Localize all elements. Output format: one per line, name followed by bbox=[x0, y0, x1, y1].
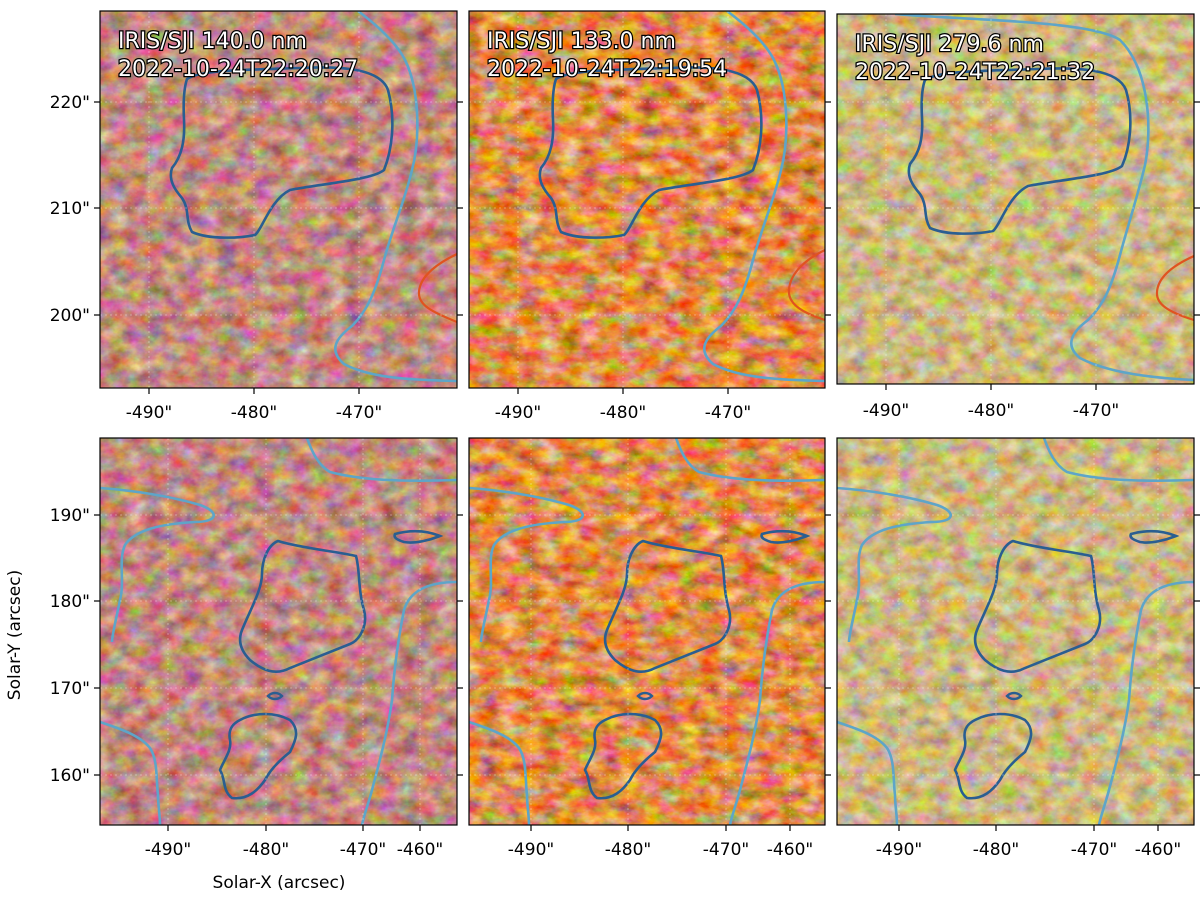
y-tick-label: 170" bbox=[50, 679, 90, 699]
x-tick-label: -470" bbox=[703, 840, 749, 860]
contours bbox=[469, 438, 825, 825]
x-tick-label: -480" bbox=[605, 840, 651, 860]
contours bbox=[100, 438, 457, 825]
contour-orange bbox=[1155, 254, 1194, 322]
contour-light-left bbox=[837, 486, 952, 643]
contour-light-right bbox=[360, 580, 457, 825]
contour-dark bbox=[907, 67, 1132, 235]
panel-title-line2: 2022-10-24T22:19:54 bbox=[487, 57, 727, 82]
x-tick-label: -480" bbox=[600, 403, 646, 423]
contour-orange bbox=[417, 253, 457, 324]
contour-light-right bbox=[1097, 580, 1194, 825]
solar-image bbox=[100, 438, 457, 825]
contour-light bbox=[894, 14, 1194, 382]
contours bbox=[837, 438, 1194, 825]
y-tick-label: 160" bbox=[50, 766, 90, 786]
x-tick-label: -470" bbox=[1071, 840, 1117, 860]
grid bbox=[837, 14, 1194, 384]
y-tick-label: 220" bbox=[50, 93, 90, 113]
contour-light-left bbox=[469, 486, 584, 643]
x-tick-label: -490" bbox=[126, 403, 172, 423]
tick-labels-top-row: -490" -480" -470" -490" -480" -470" -490… bbox=[50, 93, 1119, 423]
panel-title-line1: IRIS/SJI 133.0 nm bbox=[487, 29, 676, 54]
x-tick-label: -480" bbox=[231, 403, 277, 423]
solar-image bbox=[469, 438, 825, 825]
x-tick-label: -480" bbox=[973, 840, 1019, 860]
contour-dark-small-1 bbox=[1129, 529, 1180, 544]
contour-light-top bbox=[305, 438, 457, 483]
x-tick-label: -490" bbox=[863, 401, 909, 421]
panel-title-line1: IRIS/SJI 279.6 nm bbox=[855, 32, 1044, 57]
y-tick-label: 190" bbox=[50, 506, 90, 526]
contour-dark-bottom bbox=[953, 712, 1033, 800]
contour-dark-small-2 bbox=[266, 691, 284, 701]
panel-sji-1400-bottom bbox=[99, 437, 458, 826]
x-tick-label: -480" bbox=[243, 840, 289, 860]
contour-dark bbox=[538, 66, 763, 239]
x-tick-label: -460" bbox=[767, 840, 813, 860]
x-tick-label: -460" bbox=[397, 840, 443, 860]
x-tick-label: -490" bbox=[876, 840, 922, 860]
panel-sji-2796-top: IRIS/SJI 279.6 nm 2022-10-24T22:21:32 bbox=[836, 13, 1195, 385]
solar-image bbox=[837, 438, 1194, 825]
contour-light-bottom-left bbox=[469, 720, 531, 825]
contour-dark-small-2 bbox=[636, 691, 654, 701]
contour-light-top bbox=[1042, 438, 1194, 483]
contour-light bbox=[333, 11, 457, 383]
x-tick-label: -470" bbox=[1073, 401, 1119, 421]
panel-title-line1: IRIS/SJI 140.0 nm bbox=[118, 29, 307, 54]
contour-light-top bbox=[674, 438, 825, 483]
panel-sji-1330-bottom bbox=[468, 437, 826, 826]
x-tick-label: -460" bbox=[1135, 840, 1181, 860]
y-tick-label: 180" bbox=[50, 592, 90, 612]
x-tick-label: -490" bbox=[495, 403, 541, 423]
x-tick-label: -470" bbox=[340, 840, 386, 860]
contour-dark-small-1 bbox=[393, 529, 444, 544]
x-tick-label: -470" bbox=[705, 403, 751, 423]
tick-labels-bottom-row: -490" -480" -470" -460" -490" -480" -470… bbox=[50, 506, 1181, 860]
contour-dark bbox=[238, 539, 367, 673]
x-axis-label: Solar-X (arcsec) bbox=[213, 873, 346, 893]
x-tick-label: -490" bbox=[508, 840, 554, 860]
contour-light-bottom-left bbox=[837, 720, 899, 825]
contours bbox=[894, 14, 1194, 382]
panel-sji-1400-top: IRIS/SJI 140.0 nm 2022-10-24T22:20:27 bbox=[99, 10, 458, 389]
contour-light bbox=[702, 11, 825, 383]
x-tick-label: -480" bbox=[968, 401, 1014, 421]
contour-dark-small-1 bbox=[760, 529, 811, 544]
contour-dark-bottom bbox=[583, 712, 663, 800]
y-tick-label: 210" bbox=[50, 199, 90, 219]
solar-image bbox=[837, 14, 1194, 384]
contour-dark bbox=[973, 539, 1102, 673]
y-tick-label: 200" bbox=[50, 306, 90, 326]
contour-light-bottom-left bbox=[100, 720, 162, 825]
x-tick-label: -490" bbox=[145, 840, 191, 860]
panel-title-line2: 2022-10-24T22:21:32 bbox=[855, 60, 1095, 85]
contour-light-left bbox=[100, 486, 215, 643]
panel-title-line2: 2022-10-24T22:20:27 bbox=[118, 57, 358, 82]
contour-dark bbox=[169, 66, 394, 239]
tick-marks bbox=[94, 101, 1200, 831]
y-axis-label: Solar-Y (arcsec) bbox=[5, 570, 25, 700]
contour-dark bbox=[603, 539, 732, 673]
grid bbox=[469, 438, 825, 825]
contour-dark-small-2 bbox=[1005, 691, 1023, 701]
panel-sji-1330-top: IRIS/SJI 133.0 nm 2022-10-24T22:19:54 bbox=[468, 10, 826, 389]
x-tick-label: -470" bbox=[336, 403, 382, 423]
contours bbox=[538, 11, 825, 383]
contours bbox=[169, 11, 457, 383]
contour-orange bbox=[787, 249, 825, 322]
panel-sji-2796-bottom bbox=[836, 437, 1195, 826]
contour-light-right bbox=[728, 580, 825, 825]
contour-dark-bottom bbox=[218, 712, 298, 800]
grid bbox=[469, 11, 825, 388]
